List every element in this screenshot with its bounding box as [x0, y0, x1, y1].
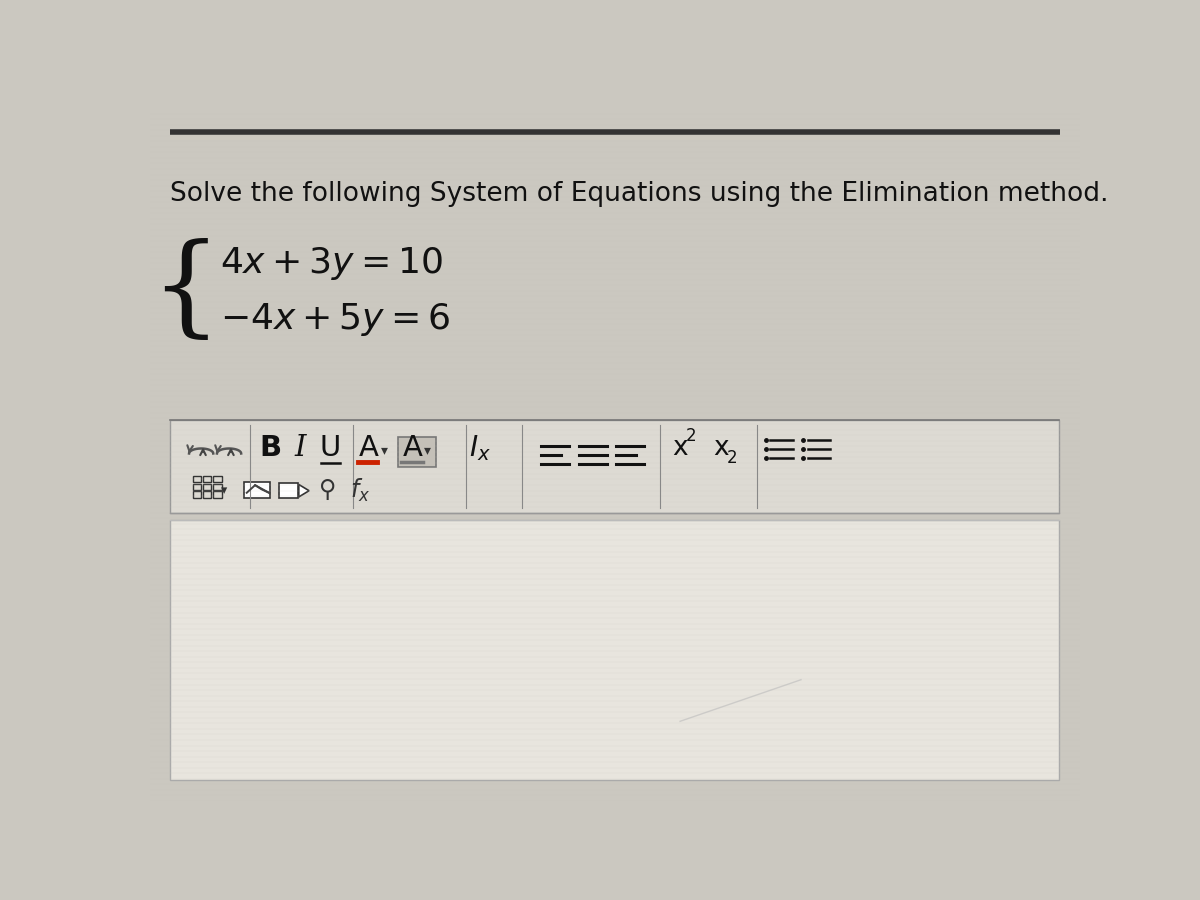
Text: 2: 2: [727, 449, 738, 467]
Text: $I_x$: $I_x$: [469, 433, 491, 463]
Bar: [203, 484, 211, 490]
Text: Solve the following System of Equations using the Elimination method.: Solve the following System of Equations …: [170, 181, 1109, 207]
Text: 2: 2: [686, 428, 696, 446]
Bar: [170, 419, 1058, 513]
Bar: [280, 483, 298, 499]
Text: I: I: [295, 434, 306, 462]
Text: {: {: [150, 238, 221, 345]
Bar: [193, 491, 202, 498]
Text: U: U: [319, 434, 341, 462]
Bar: [203, 491, 211, 498]
Bar: [170, 520, 1058, 780]
Text: $4x + 3y = 10$: $4x + 3y = 10$: [220, 246, 443, 283]
Text: $-4x + 5y = 6$: $-4x + 5y = 6$: [220, 301, 450, 338]
Bar: [193, 484, 202, 490]
Text: ▾: ▾: [424, 443, 431, 457]
Text: x: x: [713, 435, 728, 461]
Bar: [193, 476, 202, 482]
Text: $f_x$: $f_x$: [350, 476, 371, 504]
Bar: [214, 476, 222, 482]
Text: ▾: ▾: [380, 443, 388, 457]
Bar: [214, 484, 222, 490]
Text: ⚲: ⚲: [319, 478, 336, 502]
Text: A: A: [402, 434, 422, 462]
Bar: [214, 491, 222, 498]
Text: B: B: [260, 434, 282, 462]
Bar: [398, 436, 436, 467]
Bar: [203, 476, 211, 482]
Bar: [244, 482, 270, 499]
Text: x: x: [672, 435, 688, 461]
Text: A: A: [359, 434, 378, 462]
Polygon shape: [299, 484, 310, 497]
Text: ▾: ▾: [221, 484, 228, 497]
